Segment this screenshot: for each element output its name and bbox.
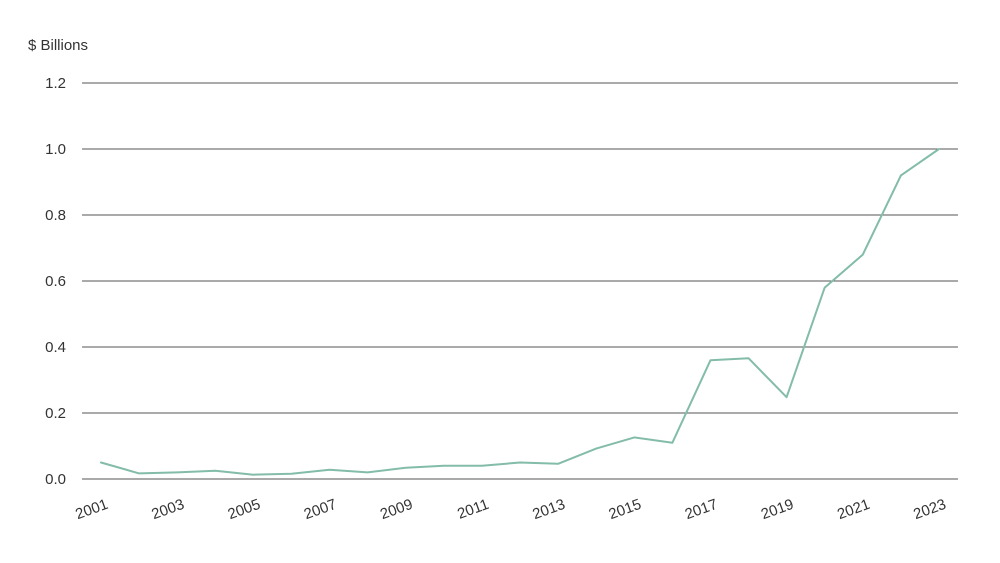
series-line <box>100 148 940 476</box>
x-tick-label: 2001 <box>73 496 110 523</box>
y-axis-tick-labels: 0.0 0.2 0.4 0.6 0.8 1.0 1.2 <box>45 75 66 488</box>
x-tick-label: 2015 <box>606 496 643 523</box>
x-tick-label: 2005 <box>226 496 263 523</box>
x-tick-label: 2017 <box>683 496 720 523</box>
series-layer <box>100 148 940 476</box>
y-tick-label: 0.0 <box>45 471 66 488</box>
x-tick-label: 2009 <box>378 496 415 523</box>
x-tick-label: 2007 <box>302 496 339 523</box>
x-tick-label: 2021 <box>835 496 872 523</box>
y-tick-label: 1.2 <box>45 75 66 92</box>
x-tick-label: 2023 <box>911 496 948 523</box>
y-axis-unit-label: $ Billions <box>28 37 88 54</box>
gridlines <box>82 82 958 480</box>
x-tick-label: 2019 <box>759 496 796 523</box>
x-tick-label: 2003 <box>149 496 186 523</box>
y-tick-label: 0.8 <box>45 207 66 224</box>
y-tick-label: 0.4 <box>45 339 66 356</box>
x-axis-tick-labels: 2001 2003 2005 2007 2009 2011 2013 2015 2017 2019… <box>73 496 948 523</box>
y-tick-label: 0.2 <box>45 405 66 422</box>
y-tick-label: 1.0 <box>45 141 66 158</box>
x-tick-label: 2011 <box>455 496 491 523</box>
y-tick-label: 0.6 <box>45 273 66 290</box>
x-tick-label: 2013 <box>530 496 567 523</box>
